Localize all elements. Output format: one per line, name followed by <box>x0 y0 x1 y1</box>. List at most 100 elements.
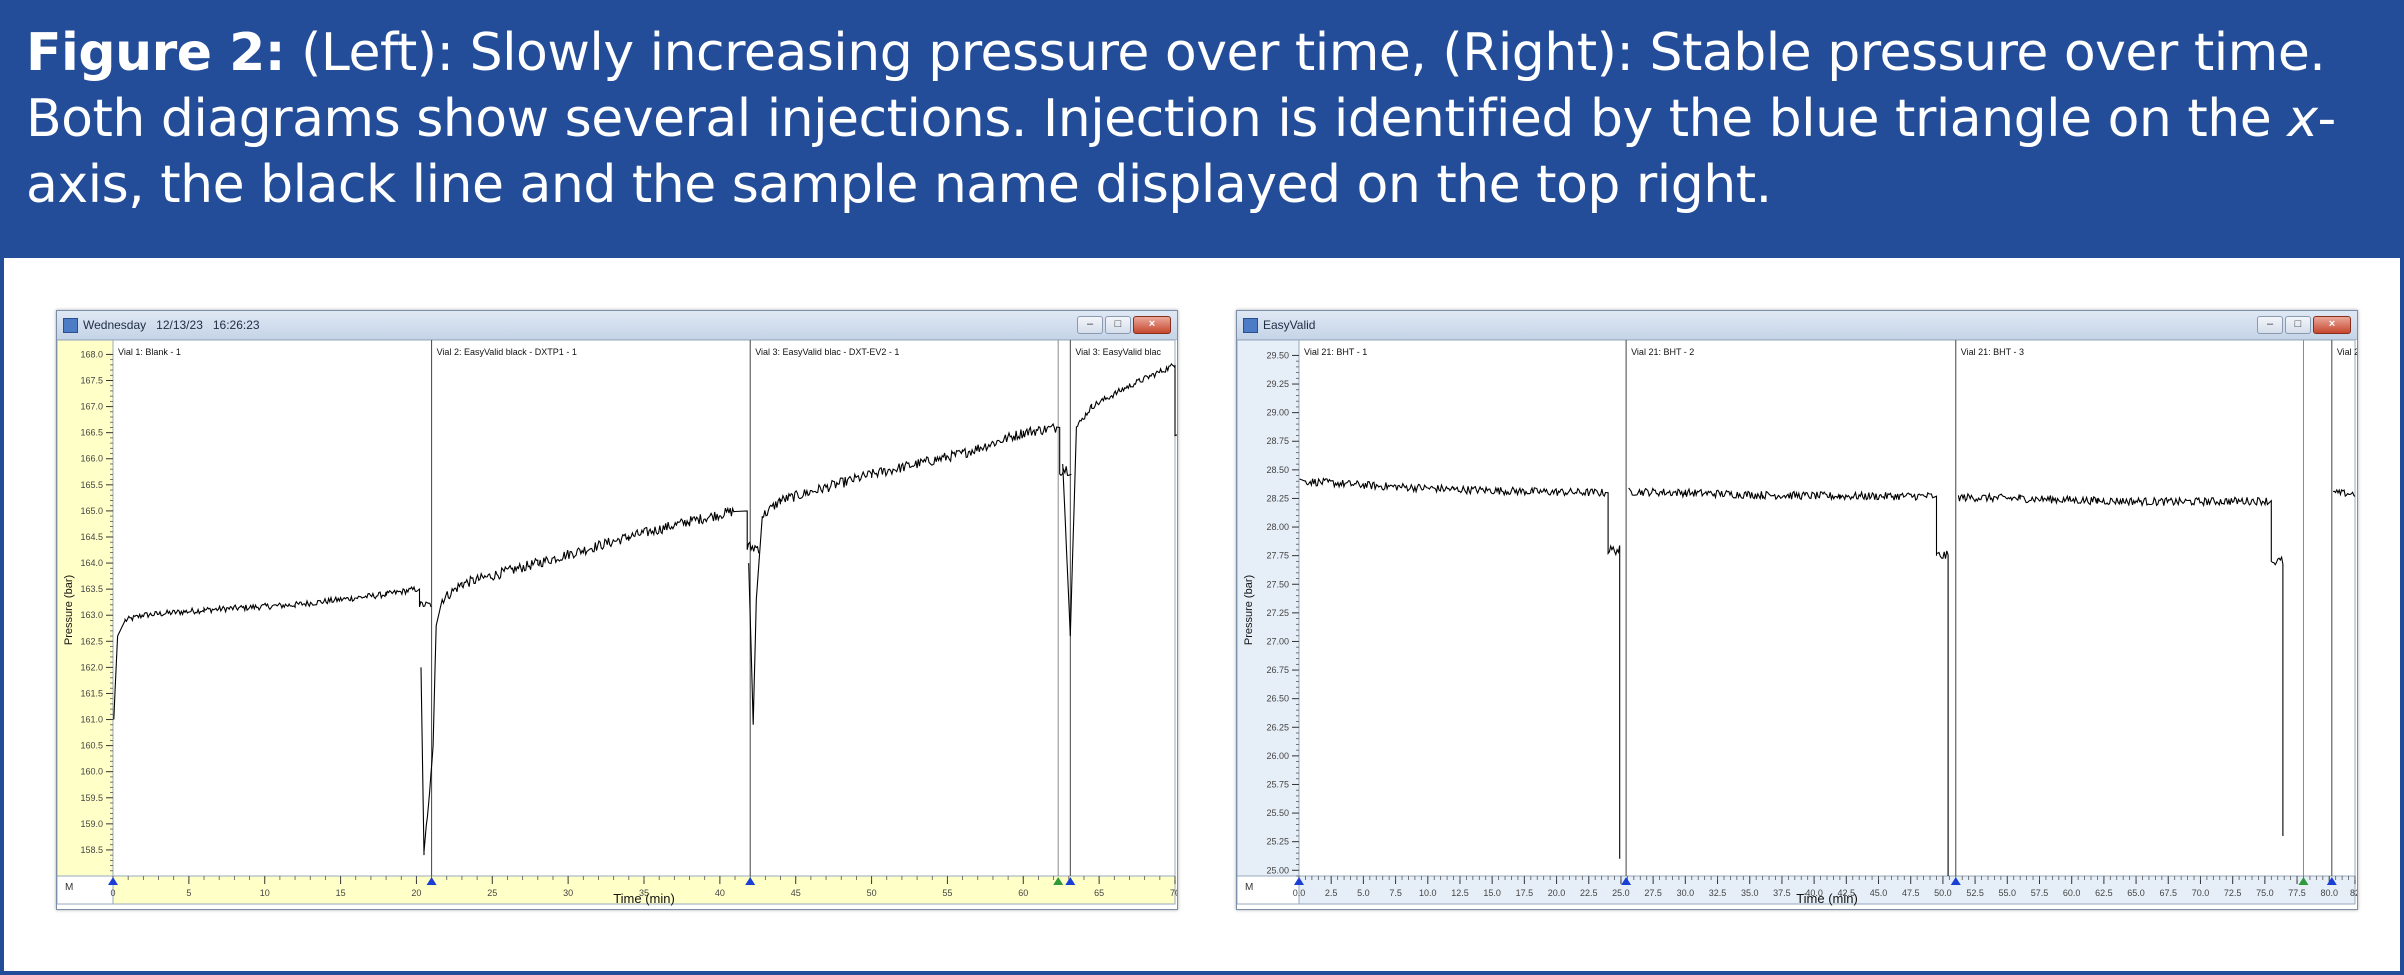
y-tick-label: 159.5 <box>80 793 103 803</box>
y-tick-label: 28.00 <box>1266 522 1289 532</box>
y-tick-label: 29.50 <box>1266 350 1289 360</box>
x-tick-label: 25 <box>487 888 497 898</box>
figure-caption: Figure 2: (Left): Slowly increasing pres… <box>26 20 2376 218</box>
x-tick-label: 37.5 <box>1773 888 1791 898</box>
x-tick-label: 57.5 <box>2031 888 2049 898</box>
x-tick-label: 42.5 <box>1838 888 1856 898</box>
window-controls: – □ × <box>2255 316 2351 334</box>
caption-text-1: (Left): Slowly increasing pressure over … <box>26 23 2326 149</box>
y-tick-label: 25.25 <box>1266 837 1289 847</box>
y-tick-label: 166.5 <box>80 428 103 438</box>
x-tick-label: 12.5 <box>1451 888 1469 898</box>
y-tick-label: 27.00 <box>1266 636 1289 646</box>
y-tick-label: 158.5 <box>80 845 103 855</box>
y-tick-label: 29.00 <box>1266 408 1289 418</box>
x-tick-label: 77.5 <box>2288 888 2306 898</box>
x-tick-label: 65 <box>1094 888 1104 898</box>
window-controls: – □ × <box>1075 316 1171 334</box>
right-window-titlebar: EasyValid – □ × <box>1237 311 2357 340</box>
y-tick-label: 25.75 <box>1266 779 1289 789</box>
pressure-trace-segment <box>1628 487 1949 876</box>
x-tick-label: 50.0 <box>1934 888 1952 898</box>
y-tick-label: 164.0 <box>80 558 103 568</box>
injection-triangle-icon <box>1950 877 1961 885</box>
left-window-titlebar: Wednesday 12/13/23 16:26:23 – □ × <box>57 311 1177 340</box>
x-tick-label: 30.0 <box>1677 888 1695 898</box>
minimize-icon[interactable]: – <box>1077 316 1103 334</box>
x-tick-label: 67.5 <box>2160 888 2178 898</box>
x-tick-label: 80.0 <box>2320 888 2338 898</box>
x-tick-label: 62.5 <box>2095 888 2113 898</box>
y-tick-label: 26.50 <box>1266 694 1289 704</box>
y-tick-label: 165.5 <box>80 480 103 490</box>
corner-label: M <box>65 882 73 893</box>
y-axis-panel <box>1237 340 1300 877</box>
x-tick-label: 50 <box>867 888 877 898</box>
close-icon[interactable]: × <box>1133 316 1171 334</box>
x-tick-label: 75.0 <box>2256 888 2274 898</box>
injection-label: Vial 1: Blank - 1 <box>118 347 181 357</box>
green-marker-icon <box>2298 877 2309 885</box>
x-tick-label: 7.5 <box>1389 888 1402 898</box>
pressure-trace-segment <box>1299 477 1621 859</box>
x-tick-label: 65.0 <box>2127 888 2145 898</box>
y-tick-label: 27.75 <box>1266 551 1289 561</box>
y-tick-label: 163.0 <box>80 610 103 620</box>
right-chart-window: EasyValid – □ × M 29.50 29.25 29.00 28.75 28.50… <box>1236 310 2358 910</box>
x-tick-label: 35 <box>639 888 649 898</box>
y-tick-label: 167.0 <box>80 402 103 412</box>
x-tick-label: 70 <box>1170 888 1177 898</box>
x-tick-label: 0 <box>110 888 115 898</box>
x-tick-label: 40.0 <box>1805 888 1823 898</box>
left-window-title: Wednesday 12/13/23 16:26:23 <box>83 318 260 332</box>
x-tick-label: 60 <box>1018 888 1028 898</box>
x-tick-label: 32.5 <box>1709 888 1727 898</box>
maximize-icon[interactable]: □ <box>2285 316 2311 334</box>
plot-area <box>112 340 1176 877</box>
minimize-icon[interactable]: – <box>2257 316 2283 334</box>
y-axis-panel <box>57 340 114 877</box>
x-tick-label: 10 <box>260 888 270 898</box>
injection-triangle-icon <box>1621 877 1632 885</box>
y-tick-label: 161.0 <box>80 715 103 725</box>
y-tick-label: 165.0 <box>80 506 103 516</box>
x-tick-label: 25.0 <box>1612 888 1630 898</box>
x-tick-label: 0.0 <box>1293 888 1306 898</box>
caption-axis-word: x <box>2287 89 2318 149</box>
x-axis-label: Time (min) <box>613 891 675 906</box>
injection-label: Vial 21: BHT - 2 <box>1631 347 1694 357</box>
x-tick-label: 45 <box>791 888 801 898</box>
right-pressure-chart: M 29.50 29.25 29.00 28.75 28.50 28.25 28.00 27.7… <box>1237 340 2357 906</box>
maximize-icon[interactable]: □ <box>1105 316 1131 334</box>
injection-triangle-icon <box>2326 877 2337 885</box>
pressure-trace-segment <box>748 422 1072 725</box>
y-tick-label: 164.5 <box>80 532 103 542</box>
corner-panel <box>1237 875 1300 905</box>
injection-label: Vial 21: BHT - 3 <box>1961 347 2024 357</box>
y-tick-label: 168.0 <box>80 349 103 359</box>
x-tick-label: 10.0 <box>1419 888 1437 898</box>
injection-triangle-icon <box>108 877 118 885</box>
green-marker-icon <box>1053 877 1064 885</box>
y-tick-label: 160.0 <box>80 767 103 777</box>
injection-triangle-icon <box>1294 877 1304 885</box>
injection-triangle-icon <box>426 877 437 885</box>
pressure-trace-segment <box>113 585 432 720</box>
close-icon[interactable]: × <box>2313 316 2351 334</box>
x-tick-label: 27.5 <box>1644 888 1662 898</box>
x-tick-label: 22.5 <box>1580 888 1598 898</box>
corner-panel <box>57 875 114 905</box>
y-tick-label: 161.5 <box>80 688 103 698</box>
x-tick-label: 70.0 <box>2192 888 2210 898</box>
right-window-title: EasyValid <box>1263 318 1316 332</box>
x-axis-label: Time (min) <box>1796 891 1858 906</box>
y-tick-label: 159.0 <box>80 819 103 829</box>
app-icon <box>1243 318 1258 333</box>
y-tick-label: 25.00 <box>1266 865 1289 875</box>
y-tick-label: 167.5 <box>80 376 103 386</box>
y-axis-label: Pressure (bar) <box>63 575 75 645</box>
x-tick-label: 82 <box>2350 888 2357 898</box>
injection-label: Vial 2: EasyValid black - DXTP1 - 1 <box>437 347 577 357</box>
x-tick-label: 20 <box>411 888 421 898</box>
